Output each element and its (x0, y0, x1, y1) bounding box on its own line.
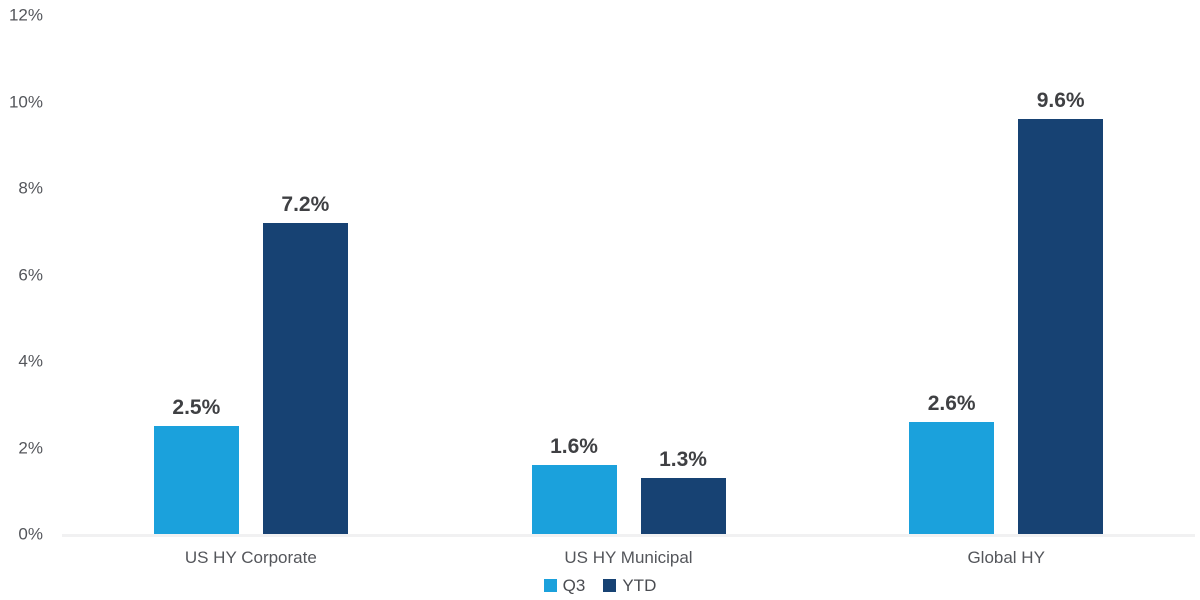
data-label: 9.6% (1036, 88, 1085, 112)
legend: Q3 YTD (0, 577, 1200, 594)
category-label: US HY Corporate (184, 548, 317, 567)
bar-group: 2.6% 9.6% (817, 15, 1195, 534)
legend-entry-ytd: YTD (603, 577, 656, 594)
data-label: 7.2% (281, 192, 330, 216)
y-tick-label: 2% (18, 438, 43, 457)
bar-q3: 1.6% (531, 436, 617, 534)
y-tick-label: 12% (8, 5, 43, 25)
legend-entry-q3: Q3 (543, 576, 586, 595)
y-tick-label: 6% (18, 265, 43, 284)
bar-ytd: 1.3% (640, 449, 726, 534)
y-tick-label: 4% (18, 351, 43, 371)
y-tick-label: 8% (18, 178, 43, 198)
bar-group: 2.5% 7.2% (62, 15, 440, 534)
category-label: Global HY (967, 548, 1045, 567)
y-tick-label: 10% (8, 92, 43, 111)
data-label: 1.6% (550, 434, 598, 458)
legend-label: YTD (622, 576, 657, 595)
legend-label: Q3 (562, 576, 586, 595)
data-label: 2.6% (927, 391, 976, 415)
bar-ytd: 9.6% (1018, 90, 1104, 534)
y-tick-label: 0% (18, 524, 43, 544)
y-axis: 0% 2% 4% 6% 8% 10% 12% (0, 7, 45, 543)
bar-q3: 2.5% (153, 397, 239, 534)
plot-area: 2.5% 7.2% 1.6% 1.3% 2.6% 9.6% (62, 15, 1195, 534)
bar-groups: 2.5% 7.2% 1.6% 1.3% 2.6% 9.6% (62, 15, 1195, 534)
category-label: US HY Municipal (564, 548, 693, 567)
data-label: 2.5% (172, 395, 221, 419)
x-axis-labels: US HY Corporate US HY Municipal Global HY (62, 548, 1195, 568)
x-axis-baseline (62, 534, 1195, 537)
bar-ytd: 7.2% (262, 194, 348, 534)
legend-swatch-q3 (543, 579, 557, 592)
data-label: 1.3% (659, 447, 707, 471)
bar-group: 1.6% 1.3% (440, 15, 818, 534)
legend-swatch-ytd (603, 579, 617, 592)
bar-q3: 2.6% (909, 393, 995, 534)
